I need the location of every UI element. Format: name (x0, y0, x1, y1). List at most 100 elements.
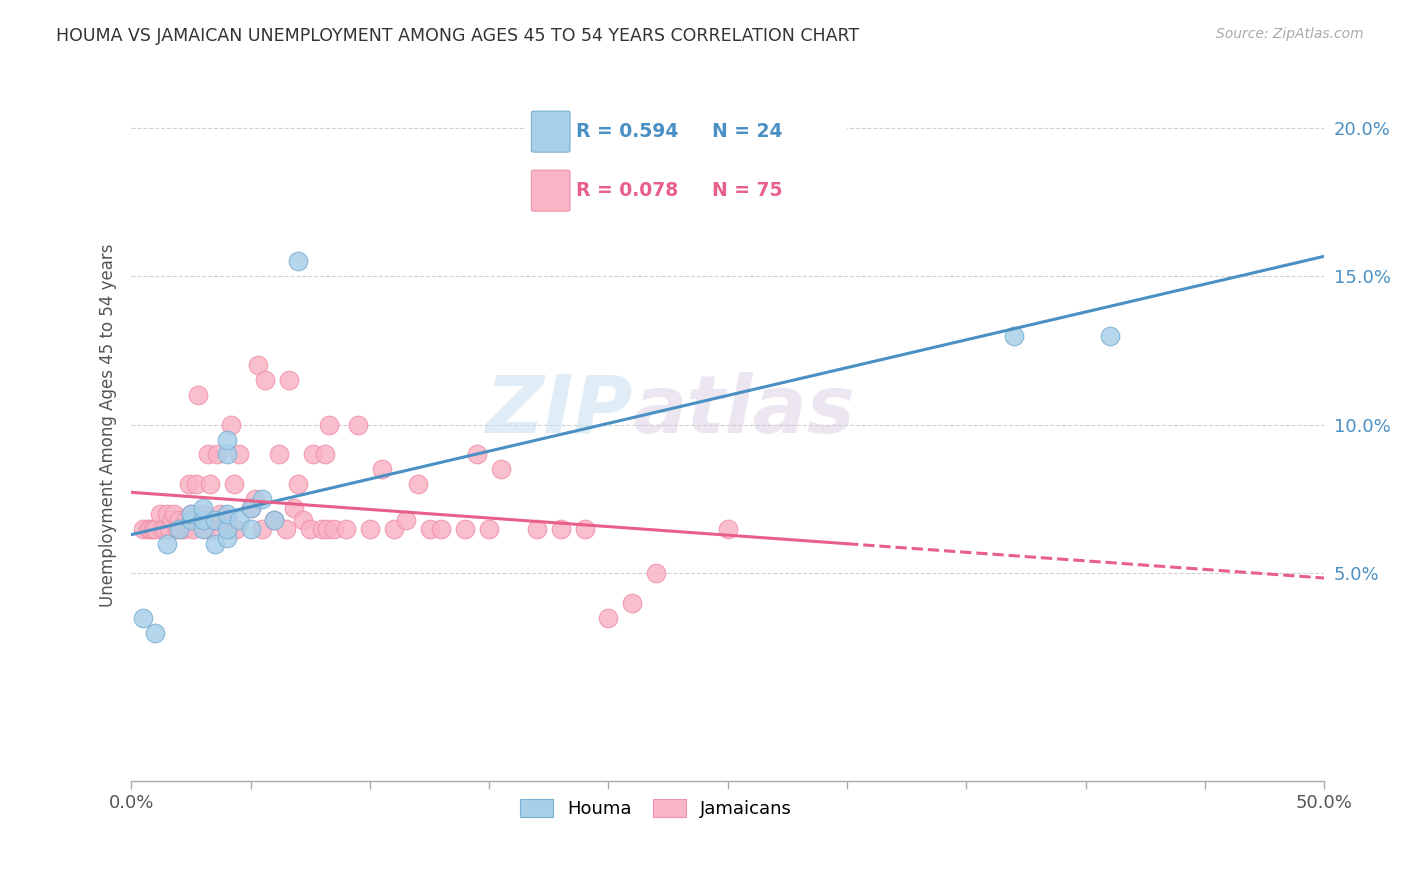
Point (645, 566, 668, 581)
Point (181, 522, 204, 536)
Point (167, 522, 190, 536)
Point (150, 522, 173, 536)
Point (132, 522, 155, 536)
Point (197, 447, 219, 461)
Point (204, 536, 226, 550)
Point (204, 513, 226, 527)
Point (382, 522, 405, 536)
Point (430, 522, 453, 536)
Point (198, 477, 221, 491)
Point (159, 522, 181, 536)
Point (187, 388, 209, 402)
Point (225, 522, 247, 536)
Point (170, 522, 193, 536)
Point (406, 477, 429, 491)
Point (316, 522, 339, 536)
Point (574, 522, 596, 536)
Point (194, 522, 217, 536)
Point (218, 522, 240, 536)
Text: ZIP: ZIP (485, 371, 633, 450)
Point (215, 507, 238, 521)
Point (598, 611, 620, 625)
Point (263, 513, 285, 527)
Point (550, 522, 572, 536)
Point (359, 522, 381, 536)
Point (245, 491, 267, 506)
Point (299, 522, 322, 536)
Point (323, 522, 346, 536)
Point (253, 373, 276, 387)
Point (526, 522, 548, 536)
Point (239, 500, 262, 515)
Point (180, 507, 202, 521)
Point (191, 513, 214, 527)
Point (371, 462, 394, 476)
Point (132, 611, 155, 625)
Point (142, 522, 165, 536)
Point (228, 513, 250, 527)
Text: Source: ZipAtlas.com: Source: ZipAtlas.com (1216, 27, 1364, 41)
Point (478, 522, 501, 536)
Point (314, 447, 336, 461)
Point (204, 513, 226, 527)
Legend: Houma, Jamaicans: Houma, Jamaicans (513, 791, 800, 825)
Point (221, 417, 243, 432)
Point (166, 522, 188, 536)
Point (292, 513, 315, 527)
Point (1098, 328, 1121, 343)
Point (215, 433, 238, 447)
Point (156, 536, 179, 550)
Point (143, 522, 166, 536)
Point (347, 417, 370, 432)
Point (269, 447, 291, 461)
Point (1002, 328, 1025, 343)
Point (191, 507, 214, 521)
Point (153, 522, 176, 536)
Point (252, 522, 274, 536)
Point (191, 522, 214, 536)
Text: HOUMA VS JAMAICAN UNEMPLOYMENT AMONG AGES 45 TO 54 YEARS CORRELATION CHART: HOUMA VS JAMAICAN UNEMPLOYMENT AMONG AGE… (56, 27, 859, 45)
Point (163, 507, 186, 521)
Point (395, 513, 418, 527)
Point (276, 522, 298, 536)
Point (621, 596, 644, 610)
Point (215, 522, 238, 536)
Point (263, 513, 285, 527)
Point (277, 373, 299, 387)
Point (318, 417, 340, 432)
Point (239, 522, 262, 536)
Point (174, 513, 197, 527)
Point (418, 522, 440, 536)
Point (215, 531, 238, 545)
Point (180, 507, 202, 521)
Point (173, 522, 195, 536)
Point (287, 477, 309, 491)
Point (252, 491, 274, 506)
Point (239, 500, 262, 515)
Point (283, 500, 305, 515)
Point (489, 462, 512, 476)
Point (311, 522, 333, 536)
Point (184, 477, 207, 491)
Point (205, 447, 228, 461)
Point (228, 447, 250, 461)
Text: atlas: atlas (633, 371, 855, 450)
Point (143, 625, 166, 640)
Point (139, 522, 162, 536)
Point (465, 447, 488, 461)
Point (215, 447, 238, 461)
Point (136, 522, 159, 536)
Point (191, 500, 214, 515)
Point (246, 359, 269, 373)
Point (149, 507, 172, 521)
Point (335, 522, 357, 536)
Point (201, 522, 224, 536)
Point (301, 447, 323, 461)
Point (222, 477, 245, 491)
Point (167, 513, 190, 527)
Y-axis label: Unemployment Among Ages 45 to 54 years: Unemployment Among Ages 45 to 54 years (100, 243, 117, 607)
Point (717, 522, 740, 536)
Point (454, 522, 477, 536)
Point (156, 507, 179, 521)
Point (287, 254, 309, 268)
